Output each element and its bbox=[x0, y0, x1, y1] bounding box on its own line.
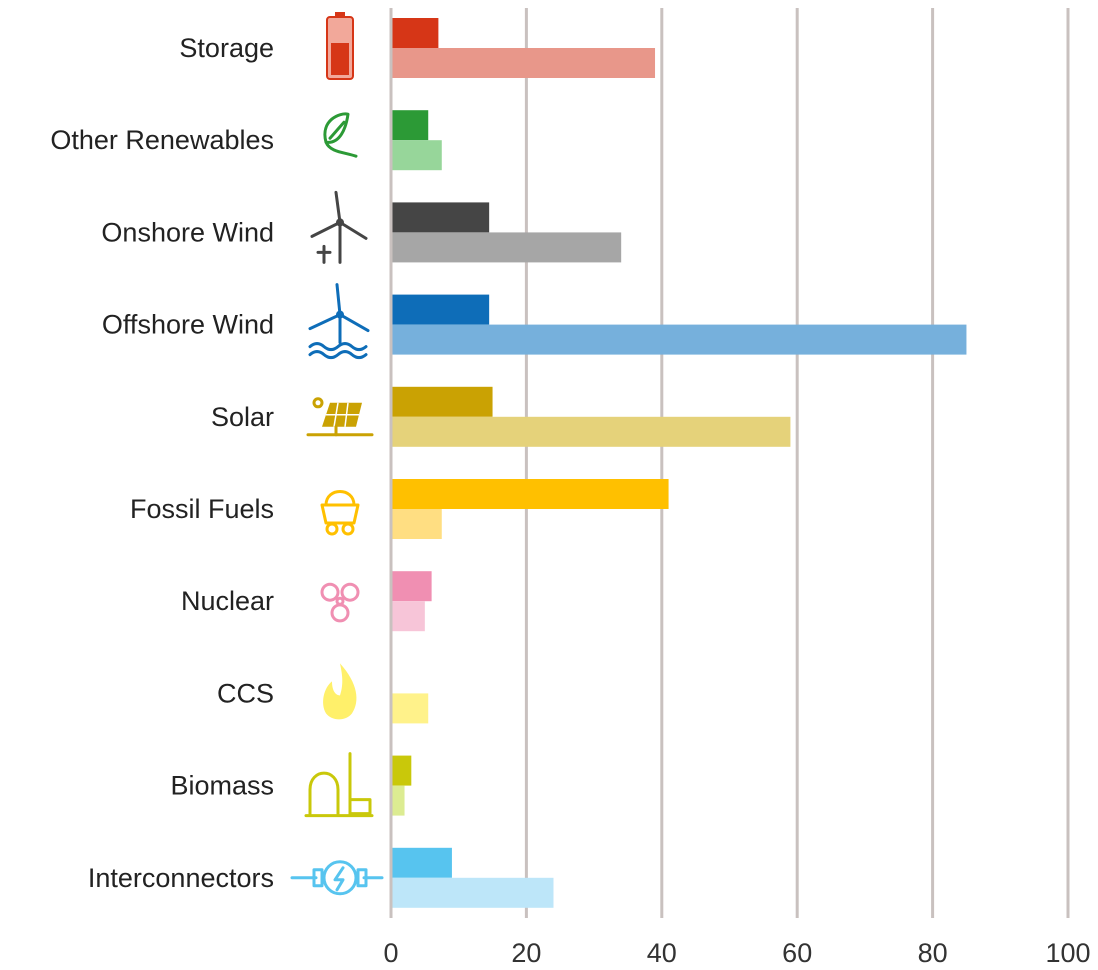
radiation-icon bbox=[320, 582, 360, 623]
bar-series1-biomass bbox=[391, 755, 412, 786]
bar-series1-offshore-wind bbox=[391, 294, 490, 325]
interconnector-plug-icon bbox=[290, 860, 384, 896]
category-label-solar: Solar bbox=[211, 402, 274, 432]
bar-series2-fossil-fuels bbox=[391, 509, 442, 539]
bar-series1-solar bbox=[391, 386, 493, 417]
category-labels: Storage Other Renewables Onshore Wind Offsh… bbox=[50, 33, 274, 893]
biomass-plant-icon bbox=[304, 752, 374, 818]
bar-series1-storage bbox=[391, 18, 439, 48]
bar-series2-ccs bbox=[391, 693, 429, 724]
bar-series2-onshore-wind bbox=[391, 232, 622, 263]
bar-series2-other-renewables bbox=[391, 140, 442, 171]
flame-icon bbox=[323, 663, 357, 720]
bar-series2-nuclear bbox=[391, 601, 425, 632]
bar-series1-interconnectors bbox=[391, 847, 452, 878]
bar-series1-fossil-fuels bbox=[391, 479, 669, 509]
category-icons bbox=[290, 12, 384, 896]
solar-panel-icon bbox=[306, 397, 374, 437]
battery-icon bbox=[326, 12, 354, 80]
bar-series2-offshore-wind bbox=[391, 324, 967, 355]
category-label-nuclear: Nuclear bbox=[181, 586, 274, 616]
bar-series2-interconnectors bbox=[391, 877, 554, 908]
bar-series2-storage bbox=[391, 48, 656, 78]
x-tick-label-60: 60 bbox=[782, 938, 812, 968]
onshore-wind-turbine-icon bbox=[310, 190, 368, 264]
x-tick-label-20: 20 bbox=[511, 938, 541, 968]
category-label-fossil-fuels: Fossil Fuels bbox=[130, 494, 274, 524]
category-label-storage: Storage bbox=[179, 33, 274, 63]
coal-cart-icon bbox=[320, 490, 360, 536]
category-label-interconnectors: Interconnectors bbox=[88, 863, 274, 893]
category-label-ccs: CCS bbox=[217, 678, 274, 708]
x-tick-label-0: 0 bbox=[383, 938, 398, 968]
category-label-other-renewables: Other Renewables bbox=[50, 125, 274, 155]
category-label-biomass: Biomass bbox=[170, 771, 274, 801]
bar-series2-solar bbox=[391, 416, 791, 447]
x-tick-label-80: 80 bbox=[918, 938, 948, 968]
x-tick-label-40: 40 bbox=[647, 938, 677, 968]
x-tick-label-100: 100 bbox=[1045, 938, 1090, 968]
gridlines bbox=[524, 8, 1070, 918]
bar-series1-other-renewables bbox=[391, 110, 429, 141]
bars bbox=[391, 18, 967, 908]
bar-series2-biomass bbox=[391, 785, 405, 816]
leaf-icon bbox=[323, 112, 358, 158]
category-label-offshore-wind: Offshore Wind bbox=[102, 310, 274, 340]
bar-series1-onshore-wind bbox=[391, 202, 490, 233]
x-tick-labels: 0 20 40 60 80 100 bbox=[383, 938, 1090, 968]
offshore-wind-turbine-icon bbox=[308, 283, 370, 360]
category-label-onshore-wind: Onshore Wind bbox=[101, 217, 274, 247]
bar-series1-nuclear bbox=[391, 571, 432, 602]
